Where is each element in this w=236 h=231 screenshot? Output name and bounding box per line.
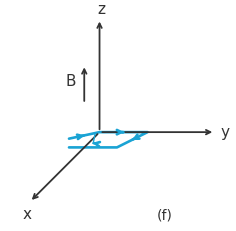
Text: (f): (f) xyxy=(157,208,173,222)
Text: B: B xyxy=(65,74,76,89)
Text: y: y xyxy=(221,125,230,140)
Text: z: z xyxy=(98,1,106,16)
Text: I: I xyxy=(92,133,96,147)
Text: x: x xyxy=(23,207,32,222)
